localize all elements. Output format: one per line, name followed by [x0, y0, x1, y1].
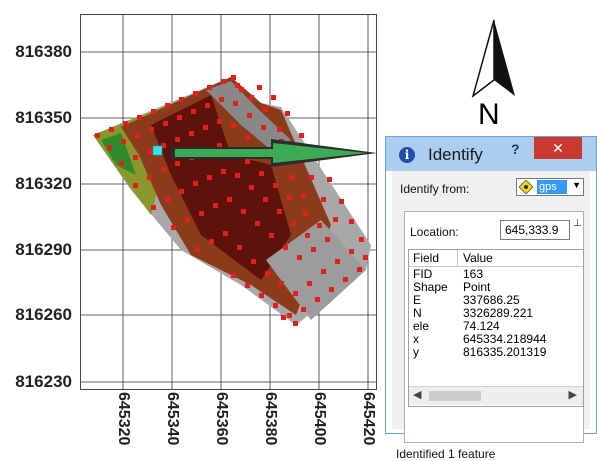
x-tick-label: 645380	[262, 392, 279, 446]
terrain-gray-south	[266, 220, 366, 320]
info-icon: i	[399, 147, 415, 163]
help-button[interactable]: ?	[511, 141, 520, 157]
y-tick-label: 816290	[15, 240, 72, 259]
chevron-down-icon[interactable]: ▼	[572, 180, 581, 190]
table-row[interactable]: y 816335.201319	[409, 346, 583, 359]
north-arrow-icon	[471, 19, 515, 98]
selected-point-marker	[152, 145, 163, 156]
scroll-thumb[interactable]	[429, 391, 481, 401]
y-tick-label: 816320	[15, 174, 72, 193]
header-field: Field	[413, 251, 440, 265]
y-tick-label: 816260	[15, 305, 72, 324]
row-value: 645334.218944	[463, 332, 547, 346]
survey-points	[95, 75, 368, 326]
table-row[interactable]: N 3326289.221	[409, 307, 583, 320]
y-tick-label: 816350	[15, 108, 72, 127]
location-field[interactable]: 645,333.9	[500, 220, 570, 240]
status-text: Identified 1 feature	[396, 447, 496, 461]
north-label: N	[478, 98, 500, 131]
dialog-client: Identify from: gps ▼ Location: 645,333.9…	[392, 171, 590, 461]
attribute-grid[interactable]: Field Value FID 163 Shape Point E 337686…	[408, 249, 584, 407]
x-tick-label: 645420	[360, 392, 377, 446]
horizontal-scrollbar[interactable]: ◀ ▶	[409, 386, 583, 405]
row-field: x	[413, 332, 419, 346]
y-tick-label: 816380	[15, 42, 72, 61]
table-row[interactable]: ele 74.124	[409, 320, 583, 333]
table-row[interactable]: x 645334.218944	[409, 333, 583, 346]
row-field: y	[413, 345, 419, 359]
table-row[interactable]: Shape Point	[409, 281, 583, 294]
row-value: Point	[463, 280, 491, 294]
terrain-green	[101, 133, 136, 175]
y-tick-label: 816230	[15, 372, 72, 391]
location-label: Location:	[410, 225, 459, 239]
row-value: 3326289.221	[463, 306, 534, 320]
grid-header: Field Value	[409, 250, 583, 267]
row-field: E	[413, 293, 422, 307]
terrain-darkred	[151, 95, 291, 280]
header-divider[interactable]	[457, 250, 458, 266]
table-row[interactable]: FID 163	[409, 268, 583, 281]
row-value: 816335.201319	[463, 345, 547, 359]
point-layer-icon	[519, 180, 533, 194]
x-tick-label: 645340	[164, 392, 181, 446]
row-field: N	[413, 306, 422, 320]
header-value: Value	[463, 251, 493, 265]
map-frame[interactable]	[80, 14, 377, 390]
table-row[interactable]: E 337686.25	[409, 294, 583, 307]
row-value: 337686.25	[463, 293, 520, 307]
scroll-right-icon[interactable]: ▶	[568, 389, 577, 401]
map-canvas[interactable]	[81, 15, 376, 389]
close-button[interactable]: ✕	[534, 137, 582, 159]
scroll-left-icon[interactable]: ◀	[413, 389, 422, 401]
x-tick-label: 645400	[311, 392, 328, 446]
selected-layer: gps	[537, 180, 567, 194]
x-tick-label: 645360	[213, 392, 230, 446]
row-value: 163	[463, 267, 484, 281]
identify-from-select[interactable]: gps ▼	[516, 178, 584, 196]
dialog-titlebar[interactable]: i Identify ? ✕	[386, 137, 596, 171]
identify-dialog[interactable]: i Identify ? ✕ Identify from: gps ▼ Loca…	[385, 136, 597, 461]
row-field: FID	[413, 267, 433, 281]
row-field: Shape	[413, 280, 448, 294]
row-field: ele	[413, 319, 430, 333]
pointer-arrow	[171, 139, 376, 167]
row-value: 74.124	[463, 319, 500, 333]
pin-icon[interactable]: ⊥	[573, 218, 582, 229]
dialog-title: Identify	[428, 145, 483, 164]
x-tick-label: 645320	[115, 392, 132, 446]
identify-from-label: Identify from:	[400, 182, 470, 196]
